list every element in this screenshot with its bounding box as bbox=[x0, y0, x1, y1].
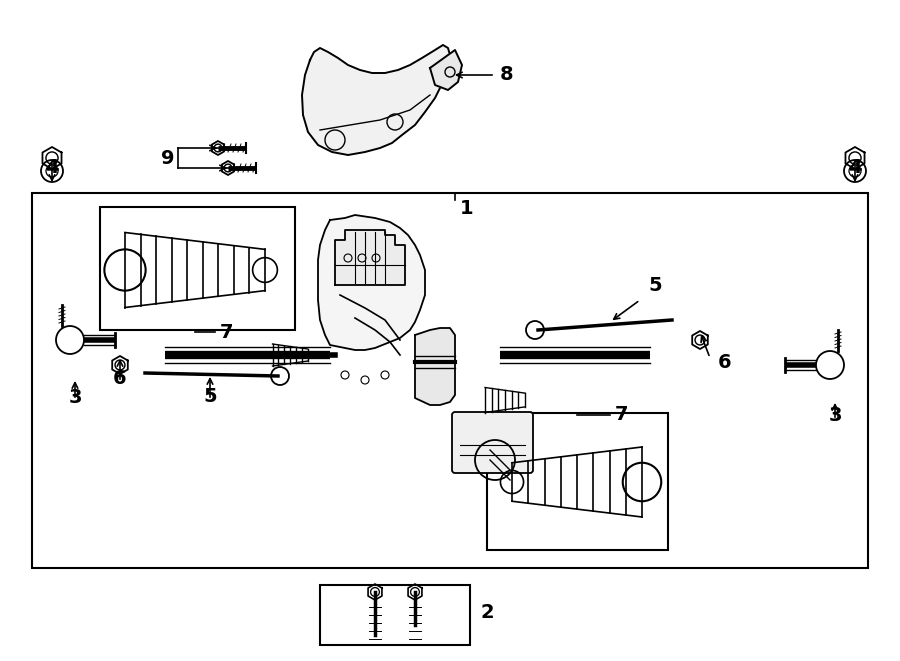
Text: 5: 5 bbox=[203, 387, 217, 406]
Polygon shape bbox=[415, 328, 455, 405]
Text: 8: 8 bbox=[500, 65, 514, 85]
Text: 6: 6 bbox=[113, 369, 127, 388]
Text: 2: 2 bbox=[480, 602, 493, 621]
Bar bbox=[320, 585, 470, 645]
Polygon shape bbox=[302, 45, 450, 155]
Polygon shape bbox=[318, 215, 425, 350]
Text: 7: 7 bbox=[615, 405, 628, 424]
FancyBboxPatch shape bbox=[452, 412, 533, 473]
Text: 4: 4 bbox=[848, 158, 862, 177]
Text: 5: 5 bbox=[648, 276, 662, 295]
Text: 9: 9 bbox=[161, 149, 175, 167]
Bar bbox=[100, 207, 295, 330]
Text: 7: 7 bbox=[220, 323, 233, 342]
Text: 1: 1 bbox=[460, 198, 473, 217]
Text: 6: 6 bbox=[718, 352, 732, 371]
Polygon shape bbox=[335, 230, 405, 285]
Polygon shape bbox=[430, 50, 462, 90]
Text: 3: 3 bbox=[828, 406, 842, 425]
Bar bbox=[32, 193, 868, 568]
Bar bbox=[487, 413, 668, 550]
Text: 4: 4 bbox=[45, 158, 58, 177]
Text: 3: 3 bbox=[68, 388, 82, 407]
